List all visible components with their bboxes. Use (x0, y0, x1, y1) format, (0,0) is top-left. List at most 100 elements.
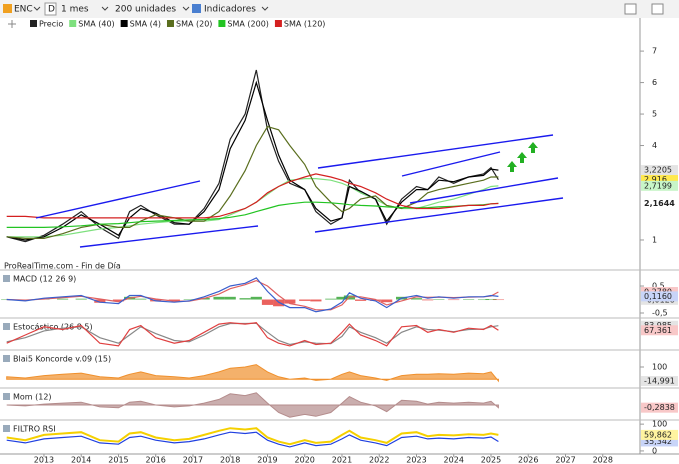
histogram-bar (381, 299, 393, 303)
value-label: 2,916 (644, 175, 667, 184)
x-tick-label: 2017 (183, 456, 203, 464)
trend-line (317, 134, 554, 169)
x-tick-label: 2016 (146, 456, 166, 464)
histogram-bar (94, 299, 106, 303)
indicators[interactable]: Indicadores (204, 5, 256, 15)
settings-button[interactable] (651, 3, 664, 15)
value-label: 67,361 (644, 326, 672, 335)
y-tick-label: 6 (652, 78, 657, 87)
histogram-bar (463, 299, 475, 300)
chevron (182, 6, 190, 11)
histogram-bar (239, 298, 251, 300)
legend-swatch (218, 20, 226, 27)
area (6, 364, 499, 383)
value-label-box (641, 376, 678, 387)
panel-title: FILTRO RSI (13, 425, 56, 434)
trend-line (314, 197, 564, 233)
x-tick-label: 2026 (518, 456, 538, 464)
value-label-box (641, 436, 678, 447)
y-tick-label: -0,5 (652, 309, 668, 318)
series-line (6, 322, 499, 346)
chevron (101, 6, 109, 11)
histogram-bar (310, 299, 322, 302)
series-line (6, 277, 499, 313)
legend-swatch (120, 20, 128, 27)
panel-title: Mom (12) (13, 393, 52, 402)
period[interactable]: 1 mes (61, 5, 89, 15)
y-tick-label: 4 (652, 141, 657, 150)
period-letter-button[interactable]: D (44, 2, 57, 16)
value-label: 2,7199 (644, 181, 672, 190)
value-label-box (641, 291, 678, 302)
indicators-icon (192, 4, 201, 13)
x-tick-label: 2018 (220, 456, 240, 464)
symbol-button[interactable]: ENC (14, 5, 41, 15)
histogram-bar (261, 299, 274, 305)
trend-line (401, 151, 501, 177)
histogram-bar (56, 298, 69, 300)
panel-icon (3, 425, 10, 432)
trend-line (409, 177, 559, 204)
legend-swatch (30, 20, 37, 27)
panel-icon (3, 275, 10, 282)
channel-lines (35, 134, 564, 248)
indicators-button[interactable]: Indicadores (192, 4, 269, 15)
x-tick-label: 2014 (71, 456, 91, 464)
chevron (261, 6, 269, 11)
y-tick-label: 7 (652, 47, 657, 56)
trend-line (35, 180, 201, 219)
series-line (6, 173, 499, 219)
window-button[interactable] (624, 3, 637, 15)
x-tick-label: 2022 (369, 456, 389, 464)
legend-label: SMA (20) (176, 20, 212, 29)
symbol[interactable]: ENC (14, 5, 33, 15)
trend-line (79, 225, 259, 248)
histogram-bar (492, 299, 505, 301)
x-tick-label: 2024 (444, 456, 464, 464)
y-tick-label: 1 (652, 235, 657, 244)
y-tick-label: 0 (652, 446, 657, 455)
histogram-bar (369, 299, 382, 301)
x-tick-label: 2019 (257, 456, 277, 464)
x-tick-label: 2027 (555, 456, 575, 464)
histogram-bar (168, 299, 180, 301)
panel-title: Estocástico (26 8 5) (13, 323, 93, 332)
series-line (6, 201, 499, 228)
units-button[interactable]: 200 unidades (115, 5, 190, 15)
y-tick-label: 5 (652, 110, 657, 119)
value-label: 3,2205 (644, 166, 672, 175)
arrows (507, 142, 538, 172)
x-tick-label: 2025 (481, 456, 501, 464)
series-line (6, 125, 499, 239)
value-label: 0,1160 (644, 292, 672, 301)
value-label-box (641, 325, 678, 336)
histogram-bar (299, 299, 311, 301)
histogram-bar (284, 299, 296, 304)
histogram-bar (135, 298, 147, 300)
x-tick-label: 2021 (332, 456, 352, 464)
app-icon (3, 4, 12, 13)
series-line (6, 427, 499, 446)
y-tick-label: 0,5 (652, 282, 665, 291)
histogram-bar (433, 299, 445, 300)
legend-label: SMA (200) (227, 20, 269, 29)
histogram-bar (183, 299, 195, 300)
value-label-box (641, 198, 678, 209)
series-line (6, 279, 499, 311)
histogram-bar (477, 299, 490, 301)
value-label-box (641, 174, 678, 185)
series-line (6, 322, 499, 347)
value-label-box (641, 429, 678, 440)
period-button[interactable]: 1 mes (61, 5, 109, 15)
value-label-box (641, 402, 678, 413)
up-arrow (528, 142, 538, 153)
units[interactable]: 200 unidades (115, 5, 176, 15)
histogram-bar (336, 296, 348, 300)
x-tick-label: 2015 (108, 456, 128, 464)
area (6, 392, 499, 418)
histogram-bar (250, 296, 262, 300)
period-letter[interactable]: D (48, 5, 55, 15)
x-tick-label: 2020 (295, 456, 315, 464)
histogram-bar (448, 299, 460, 301)
